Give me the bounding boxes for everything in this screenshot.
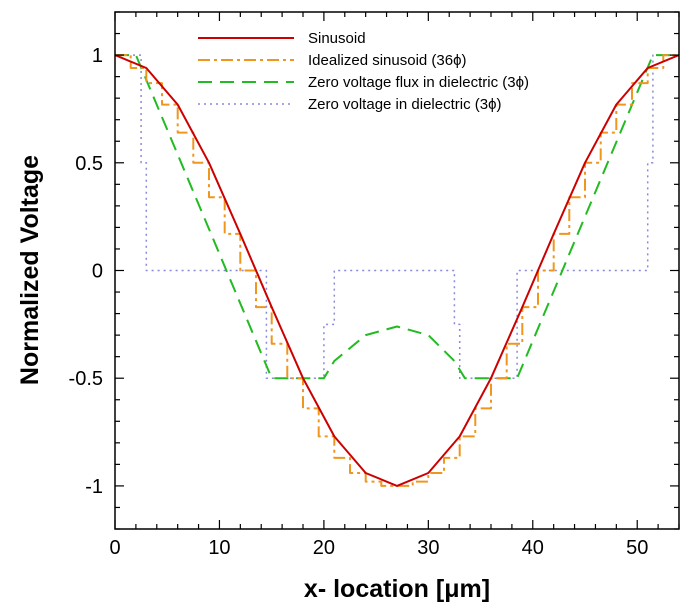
- y-axis-title: Normalized Voltage: [16, 155, 44, 385]
- legend-label-2: Zero voltage flux in dielectric (3ϕ): [308, 74, 529, 91]
- ticks-layer: 0 10 20 30 40 50 -1 -0.5 0 0.5 1: [69, 11, 680, 559]
- x-tick-label: 50: [626, 537, 648, 559]
- y-tick-label: -1: [85, 476, 103, 498]
- x-tick-label: 30: [417, 537, 439, 559]
- y-tick-label: 1: [92, 45, 103, 67]
- series-layer: [115, 54, 679, 487]
- series-line-1: [115, 54, 679, 487]
- legend-layer: Sinusoid Idealized sinusoid (36ϕ) Zero vol…: [198, 30, 529, 113]
- series-line-3: [115, 54, 679, 379]
- y-tick-label: -0.5: [69, 368, 103, 390]
- x-tick-label: 10: [208, 537, 230, 559]
- legend-label-0: Sinusoid: [308, 30, 366, 47]
- legend-label-1: Idealized sinusoid (36ϕ): [308, 52, 467, 69]
- x-tick-label: 40: [522, 537, 544, 559]
- y-tick-label: 0: [92, 261, 103, 283]
- x-axis-title: x- location [μm]: [304, 575, 490, 603]
- series-line-2: [115, 54, 679, 380]
- x-tick-label: 20: [313, 537, 335, 559]
- series-line-0: [115, 54, 679, 487]
- legend-label-3: Zero voltage in dielectric (3ϕ): [308, 96, 501, 113]
- y-tick-label: 0.5: [75, 153, 103, 175]
- x-tick-label: 0: [109, 537, 120, 559]
